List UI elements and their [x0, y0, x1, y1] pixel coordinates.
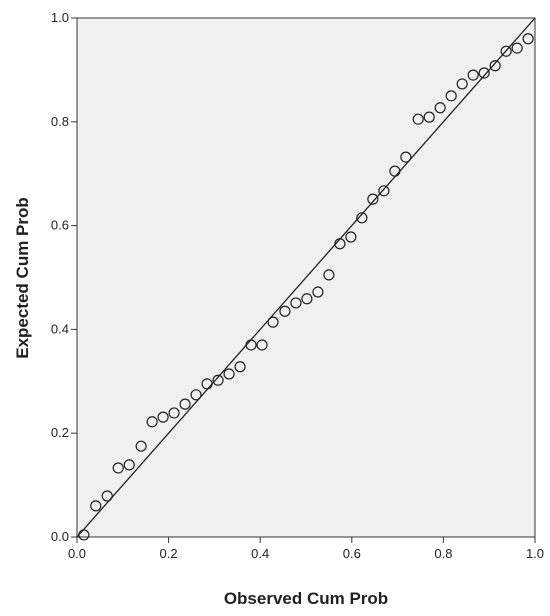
- point: [123, 459, 135, 471]
- point: [489, 60, 501, 72]
- x-tick-label: 0.2: [160, 546, 178, 561]
- point: [301, 293, 313, 305]
- point: [201, 378, 213, 390]
- point: [135, 440, 147, 452]
- point: [179, 398, 191, 410]
- point: [256, 339, 268, 351]
- point: [101, 490, 113, 502]
- point: [434, 102, 446, 114]
- point: [245, 339, 257, 351]
- point: [90, 500, 102, 512]
- reference-line: [76, 17, 536, 538]
- point: [312, 286, 324, 298]
- point: [456, 78, 468, 90]
- point: [412, 113, 424, 125]
- point: [500, 45, 512, 57]
- x-tick-label: 0.8: [434, 546, 452, 561]
- y-axis-title: Expected Cum Prob: [13, 197, 32, 359]
- point: [323, 269, 335, 281]
- point: [389, 165, 401, 177]
- point: [146, 416, 158, 428]
- point: [511, 42, 523, 54]
- point: [367, 193, 379, 205]
- x-tick-label: 1.0: [526, 546, 544, 561]
- point: [345, 231, 357, 243]
- point: [445, 90, 457, 102]
- point: [168, 407, 180, 419]
- y-tick-label: 0.0: [51, 529, 69, 544]
- point: [522, 33, 534, 45]
- y-tick-label: 0.8: [51, 114, 69, 129]
- y-tick-label: 0.2: [51, 425, 69, 440]
- point: [279, 305, 291, 317]
- y-tick-label: 1.0: [51, 10, 69, 25]
- point: [423, 111, 435, 123]
- point: [157, 411, 169, 423]
- point: [112, 462, 124, 474]
- point: [212, 374, 224, 386]
- point: [478, 67, 490, 79]
- point: [267, 316, 279, 328]
- point: [234, 361, 246, 373]
- y-tick-label: 0.4: [51, 321, 69, 336]
- x-axis-title: Observed Cum Prob: [224, 589, 388, 608]
- point: [378, 185, 390, 197]
- point: [400, 151, 412, 163]
- x-tick-label: 0.0: [68, 546, 86, 561]
- point: [334, 238, 346, 250]
- point: [290, 297, 302, 309]
- point: [467, 69, 479, 81]
- point: [78, 529, 90, 541]
- point: [356, 212, 368, 224]
- point: [190, 389, 202, 401]
- y-tick-label: 0.6: [51, 218, 69, 233]
- x-tick-label: 0.4: [251, 546, 269, 561]
- x-tick-label: 0.6: [343, 546, 361, 561]
- point: [223, 368, 235, 380]
